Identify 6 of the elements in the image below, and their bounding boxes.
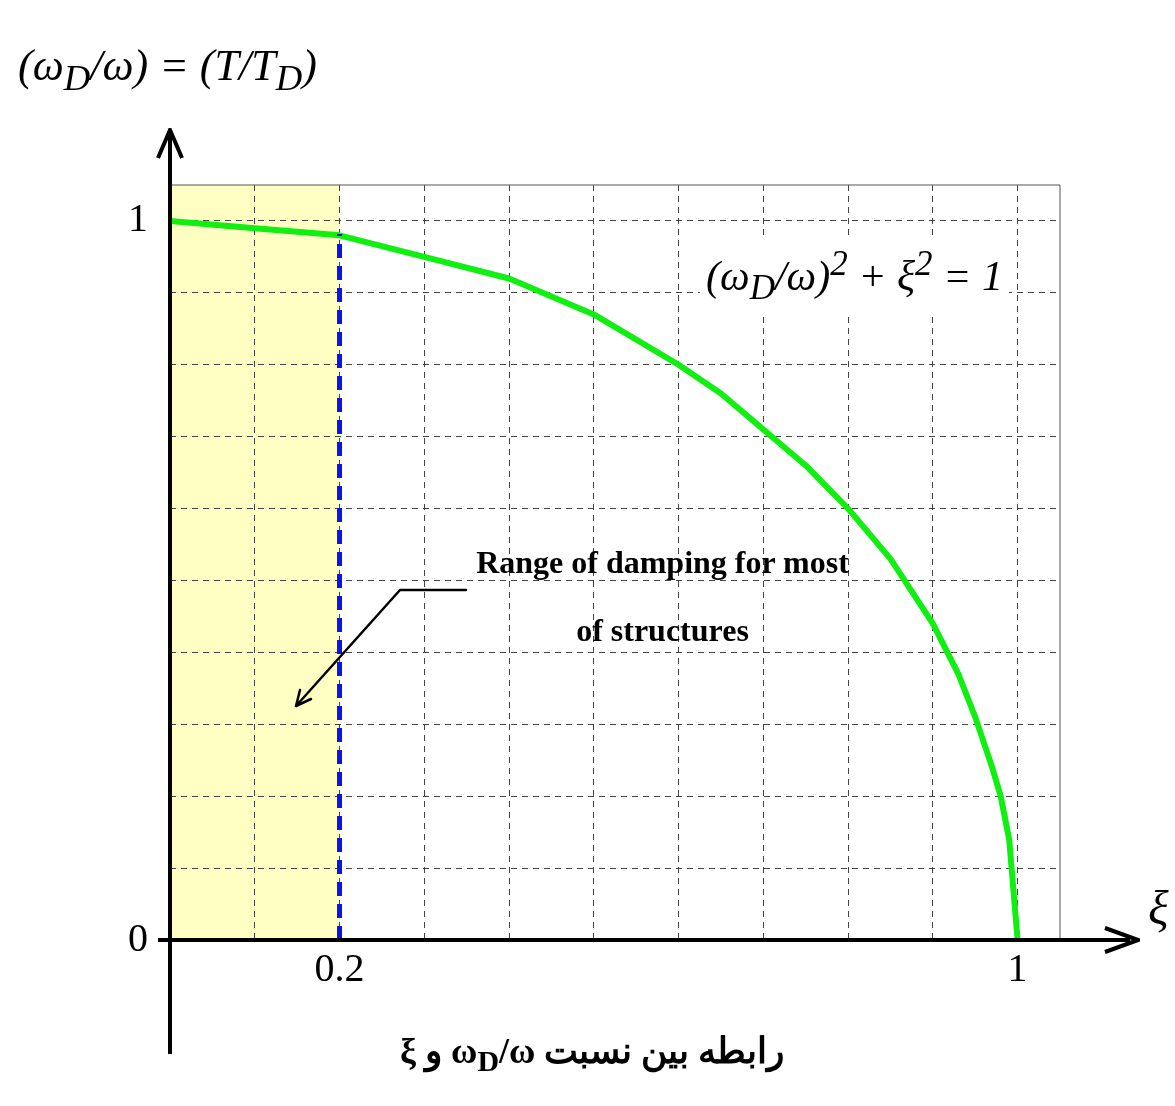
x-axis-title: ξ (1148, 880, 1169, 935)
annotation: (ω$_{D}$/ω)$^{2}$ + ξ$^{2}$ = 1 (700, 240, 1009, 313)
annotation: Range of damping for most of structures (475, 543, 850, 650)
x-tick-label: 0.2 (314, 944, 365, 990)
y-tick-label: 0 (128, 914, 148, 960)
y-axis-title: (ω$_{D}$/ω) = (T/T$_{D}$) (18, 40, 317, 99)
